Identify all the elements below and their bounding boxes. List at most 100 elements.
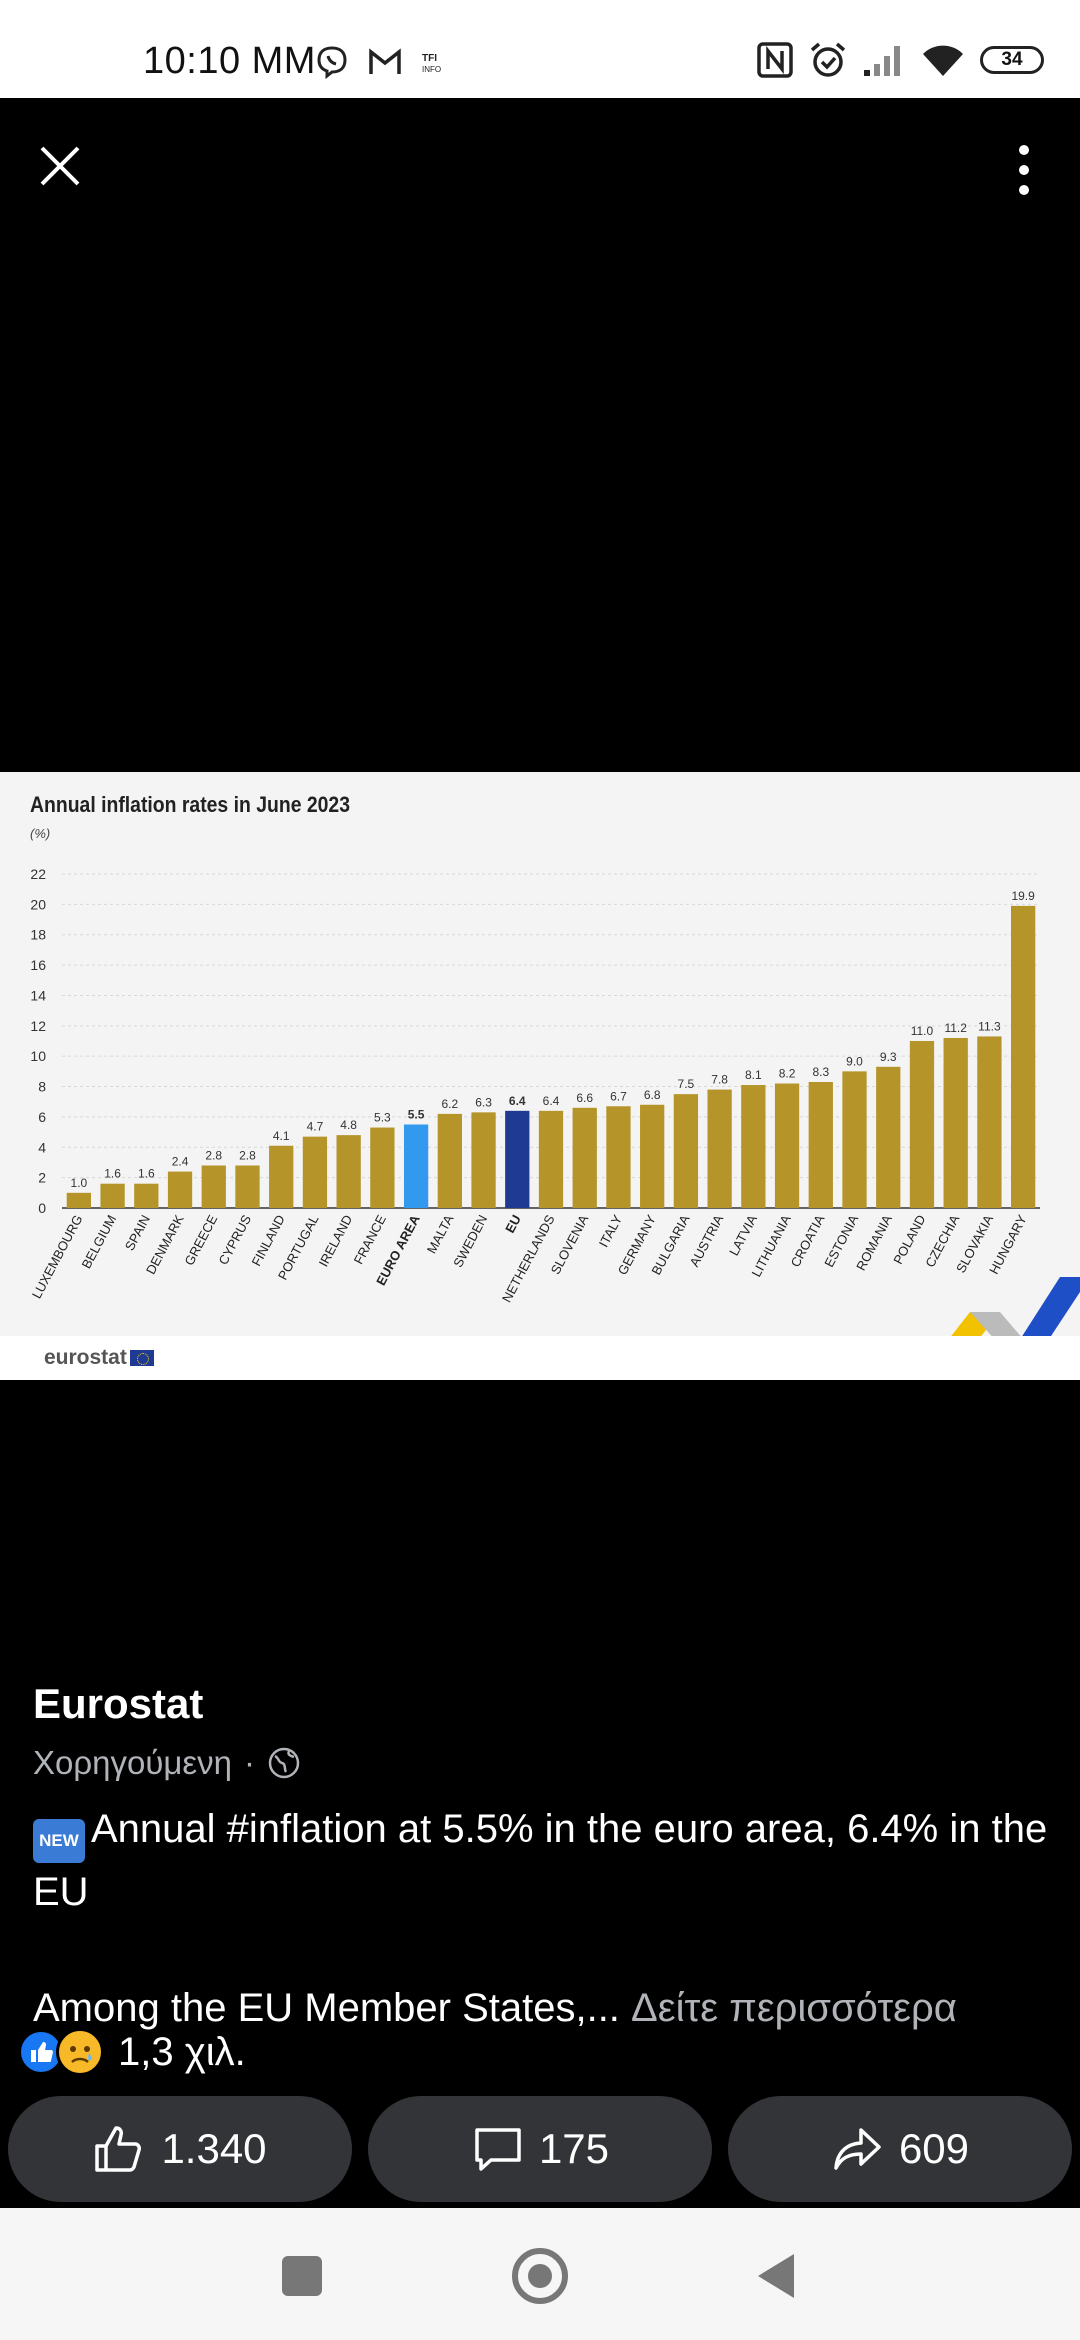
post-text: NEW Annual #inflation at 5.5% in the euro… bbox=[33, 1800, 1053, 1921]
category-label: LUXEMBOURG bbox=[29, 1212, 86, 1301]
like-button[interactable]: 1.340 bbox=[8, 2096, 352, 2202]
svg-text:TFI: TFI bbox=[422, 53, 437, 64]
post-text-para2: Among the EU Member States,... bbox=[33, 1986, 620, 2030]
category-label: AUSTRIA bbox=[687, 1212, 727, 1269]
post-details: Eurostat Χορηγούμενη · NEW Annual #inflat… bbox=[33, 1680, 1053, 2037]
value-label: 6.3 bbox=[475, 1095, 492, 1109]
bar-luxembourg bbox=[66, 1192, 92, 1208]
bar-hungary bbox=[1010, 905, 1036, 1208]
meta-separator: · bbox=[243, 1744, 255, 1781]
signal-icon bbox=[864, 46, 900, 76]
bar-sweden bbox=[471, 1112, 496, 1208]
share-count: 609 bbox=[898, 2125, 970, 2172]
bar-belgium bbox=[100, 1183, 125, 1208]
category-label: ITALY bbox=[596, 1212, 625, 1250]
bar-malta bbox=[437, 1113, 462, 1208]
category-label: FRANCE bbox=[351, 1212, 389, 1267]
category-label: IRELAND bbox=[316, 1212, 356, 1269]
value-label: 1.6 bbox=[138, 1167, 155, 1181]
close-icon[interactable] bbox=[36, 142, 84, 190]
system-icons: 34 bbox=[756, 40, 1044, 80]
category-label: BELGIUM bbox=[79, 1212, 120, 1271]
eurostat-logo-text: eurostat bbox=[44, 1346, 127, 1369]
bar-austria bbox=[707, 1089, 732, 1208]
post-meta: Χορηγούμενη · bbox=[33, 1744, 1053, 1782]
value-label: 11.3 bbox=[978, 1019, 1001, 1033]
bar-spain bbox=[134, 1183, 159, 1208]
bar-italy bbox=[606, 1106, 631, 1208]
bar-netherlands bbox=[538, 1110, 564, 1208]
value-label: 7.8 bbox=[711, 1073, 728, 1087]
status-bar: 10:10 MM TFI INFO 34 bbox=[0, 0, 1080, 98]
bar-croatia bbox=[808, 1081, 833, 1208]
y-tick-label: 18 bbox=[30, 927, 46, 943]
see-more-link[interactable]: Δείτε περισσότερα bbox=[631, 1986, 957, 2030]
back-button[interactable] bbox=[758, 2254, 794, 2298]
home-button[interactable] bbox=[512, 2248, 568, 2304]
y-tick-label: 20 bbox=[30, 896, 46, 912]
bar-lithuania bbox=[774, 1083, 800, 1208]
bar-denmark bbox=[167, 1171, 193, 1208]
bar-bulgaria bbox=[673, 1094, 699, 1208]
bar-cyprus bbox=[235, 1165, 260, 1208]
action-bar: 1.340 175 609 bbox=[8, 2096, 1072, 2202]
post-text-paragraph: Among the EU Member States,... Δείτε περ… bbox=[33, 1979, 1053, 2037]
y-tick-label: 8 bbox=[38, 1079, 46, 1095]
value-label: 4.7 bbox=[307, 1120, 324, 1134]
value-label: 1.6 bbox=[104, 1167, 121, 1181]
category-label: MALTA bbox=[424, 1212, 457, 1256]
value-label: 5.5 bbox=[408, 1108, 425, 1122]
svg-text:INFO: INFO bbox=[422, 65, 441, 74]
bar-portugal bbox=[302, 1136, 328, 1208]
value-label: 4.8 bbox=[340, 1118, 357, 1132]
photo-viewer: Annual inflation rates in June 2023 (%) … bbox=[0, 98, 1080, 2208]
eurostat-logo: eurostat bbox=[44, 1346, 154, 1370]
y-tick-label: 4 bbox=[38, 1139, 46, 1155]
chart-image[interactable]: Annual inflation rates in June 2023 (%) … bbox=[0, 772, 1080, 1380]
bar-eu bbox=[505, 1110, 530, 1208]
chart-title: Annual inflation rates in June 2023 bbox=[30, 792, 350, 817]
comment-icon bbox=[475, 2128, 521, 2171]
chart-footer: eurostat bbox=[0, 1336, 1080, 1380]
value-label: 6.6 bbox=[576, 1091, 593, 1105]
thumbs-up-icon bbox=[95, 2126, 142, 2172]
new-badge-icon: NEW bbox=[33, 1819, 85, 1863]
share-icon bbox=[834, 2128, 881, 2170]
system-nav-bar bbox=[0, 2208, 1080, 2340]
wifi-icon bbox=[923, 45, 963, 76]
reactions-summary[interactable]: 1,3 χιλ. bbox=[18, 2028, 246, 2076]
category-label: CYPRUS bbox=[215, 1212, 254, 1267]
bar-finland bbox=[269, 1145, 294, 1208]
bar-poland bbox=[909, 1041, 935, 1208]
category-label: GREECE bbox=[181, 1212, 220, 1268]
y-tick-label: 16 bbox=[30, 957, 46, 973]
category-label: SPAIN bbox=[122, 1212, 153, 1253]
reaction-count: 1,3 χιλ. bbox=[118, 2029, 246, 2074]
bar-slovakia bbox=[977, 1036, 1002, 1208]
status-time: 10:10 MM bbox=[143, 40, 316, 82]
value-label: 8.1 bbox=[745, 1068, 762, 1082]
y-tick-label: 2 bbox=[38, 1170, 46, 1186]
category-label: LATVIA bbox=[726, 1212, 760, 1258]
viber-icon bbox=[317, 46, 347, 80]
inflation-bar-chart: Annual inflation rates in June 2023 (%) … bbox=[29, 792, 1080, 1336]
value-label: 7.5 bbox=[678, 1077, 695, 1091]
y-tick-label: 12 bbox=[30, 1018, 46, 1034]
more-vertical-icon[interactable] bbox=[1004, 142, 1044, 198]
y-tick-label: 6 bbox=[38, 1109, 46, 1125]
value-label: 6.4 bbox=[509, 1094, 526, 1108]
post-author[interactable]: Eurostat bbox=[33, 1680, 204, 1727]
value-label: 2.4 bbox=[172, 1155, 189, 1169]
share-button[interactable]: 609 bbox=[728, 2096, 1072, 2202]
decorative-stripe-grey bbox=[970, 1312, 1021, 1336]
bar-czechia bbox=[943, 1037, 968, 1208]
value-label: 4.1 bbox=[273, 1129, 290, 1143]
recents-button[interactable] bbox=[282, 2256, 322, 2296]
value-label: 19.9 bbox=[1011, 889, 1035, 903]
value-label: 1.0 bbox=[71, 1176, 88, 1190]
post-text-line1: Annual #inflation at 5.5% in the euro ar… bbox=[33, 1807, 1048, 1914]
gmail-icon bbox=[369, 48, 401, 74]
comment-button[interactable]: 175 bbox=[368, 2096, 712, 2202]
alarm-icon bbox=[810, 42, 846, 77]
